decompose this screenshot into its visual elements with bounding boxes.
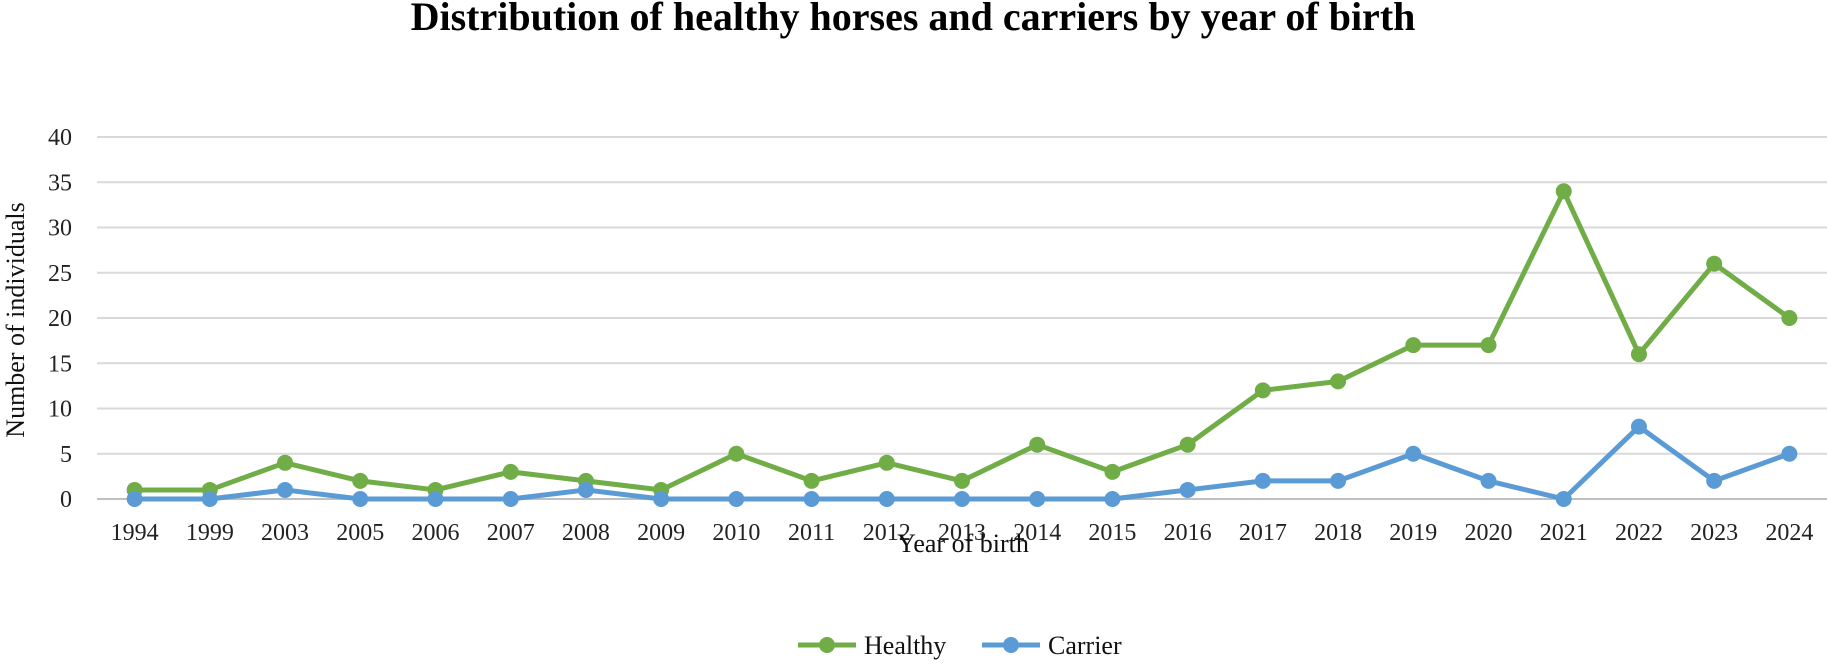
- data-point: [1029, 491, 1046, 507]
- x-tick-label: 2006: [411, 520, 459, 546]
- x-tick-label: 2016: [1164, 520, 1212, 546]
- data-point: [1706, 255, 1723, 272]
- legend-label: Healthy: [864, 631, 946, 660]
- x-tick-label: 2014: [1013, 520, 1061, 546]
- legend-marker: [1003, 637, 1019, 653]
- data-point: [427, 491, 444, 507]
- data-point: [1555, 183, 1572, 200]
- data-point: [1480, 472, 1497, 489]
- legend-label: Carrier: [1048, 631, 1122, 660]
- chart-title: Distribution of healthy horses and carri…: [411, 0, 1416, 39]
- data-point: [803, 472, 820, 489]
- legend-item: Healthy: [798, 631, 946, 660]
- data-point: [1630, 418, 1647, 435]
- x-tick-label: 2023: [1690, 520, 1738, 546]
- x-tick-label: 2010: [712, 520, 760, 546]
- data-point: [1330, 373, 1347, 390]
- gridlines: [97, 136, 1827, 500]
- data-point: [1405, 337, 1422, 354]
- data-point: [1254, 382, 1271, 399]
- x-tick-label: 2017: [1239, 520, 1287, 546]
- data-point: [502, 491, 519, 507]
- x-tick-label: 2012: [863, 520, 911, 546]
- data-point: [502, 463, 519, 480]
- data-point: [352, 472, 369, 489]
- y-tick-label: 35: [48, 170, 72, 196]
- y-tick-label: 5: [60, 442, 72, 468]
- x-tick-label: 2018: [1314, 520, 1362, 546]
- data-point: [803, 491, 820, 507]
- legend-marker: [819, 637, 835, 653]
- data-point: [878, 454, 895, 471]
- x-tick-label: 2007: [487, 520, 535, 546]
- x-tick-label: 2009: [637, 520, 685, 546]
- x-tick-label: 1994: [111, 520, 159, 546]
- legend-item: Carrier: [982, 631, 1122, 660]
- data-point: [728, 445, 745, 462]
- series: [126, 183, 1798, 507]
- y-tick-label: 10: [48, 397, 72, 423]
- data-point: [1480, 337, 1497, 354]
- x-tick-label: 2013: [938, 520, 986, 546]
- data-point: [277, 481, 294, 498]
- data-point: [1029, 436, 1046, 453]
- data-point: [1254, 472, 1271, 489]
- data-point: [1630, 346, 1647, 363]
- y-tick-label: 0: [60, 487, 72, 513]
- data-point: [577, 481, 594, 498]
- x-tick-label: 2019: [1389, 520, 1437, 546]
- data-point: [1706, 472, 1723, 489]
- data-point: [352, 491, 369, 507]
- y-tick-label: 40: [48, 125, 72, 151]
- data-point: [1555, 491, 1572, 507]
- x-tick-label: 2011: [788, 520, 835, 546]
- y-axis-ticks: 0 5 10 15 20 25 30 35 40: [48, 125, 72, 513]
- y-tick-label: 30: [48, 216, 72, 242]
- y-axis-title: Number of individuals: [1, 202, 30, 437]
- legend: Healthy Carrier: [798, 631, 1122, 660]
- data-point: [1104, 463, 1121, 480]
- data-point: [954, 491, 970, 507]
- x-tick-label: 2021: [1540, 520, 1588, 546]
- data-point: [277, 454, 294, 471]
- data-point: [1179, 481, 1196, 498]
- x-axis-ticks: 1994 1999 2003 2005 2006 2007 2008 2009 2010 2011…: [111, 520, 1814, 546]
- data-point: [201, 491, 218, 507]
- x-tick-label: 2008: [562, 520, 610, 546]
- data-point: [728, 491, 745, 507]
- y-tick-label: 20: [48, 306, 72, 332]
- x-tick-label: 2005: [336, 520, 384, 546]
- data-point: [954, 472, 970, 489]
- x-tick-label: 2020: [1465, 520, 1513, 546]
- x-tick-label: 2024: [1765, 520, 1813, 546]
- data-point: [1781, 445, 1798, 462]
- data-point: [1330, 472, 1347, 489]
- x-axis-title: Year of birth: [897, 529, 1029, 558]
- data-point: [1104, 491, 1121, 507]
- data-point: [878, 491, 895, 507]
- data-point: [1179, 436, 1196, 453]
- series-carrier: [126, 418, 1798, 507]
- series-line: [132, 188, 1792, 493]
- series-healthy: [126, 183, 1798, 498]
- x-tick-label: 2003: [261, 520, 309, 546]
- y-tick-label: 25: [48, 261, 72, 287]
- data-point: [126, 491, 143, 507]
- y-tick-label: 15: [48, 351, 72, 377]
- data-point: [653, 491, 670, 507]
- data-point: [1405, 445, 1422, 462]
- x-tick-label: 2022: [1615, 520, 1663, 546]
- x-tick-label: 2015: [1088, 520, 1136, 546]
- x-tick-label: 1999: [186, 520, 234, 546]
- data-point: [1781, 310, 1798, 326]
